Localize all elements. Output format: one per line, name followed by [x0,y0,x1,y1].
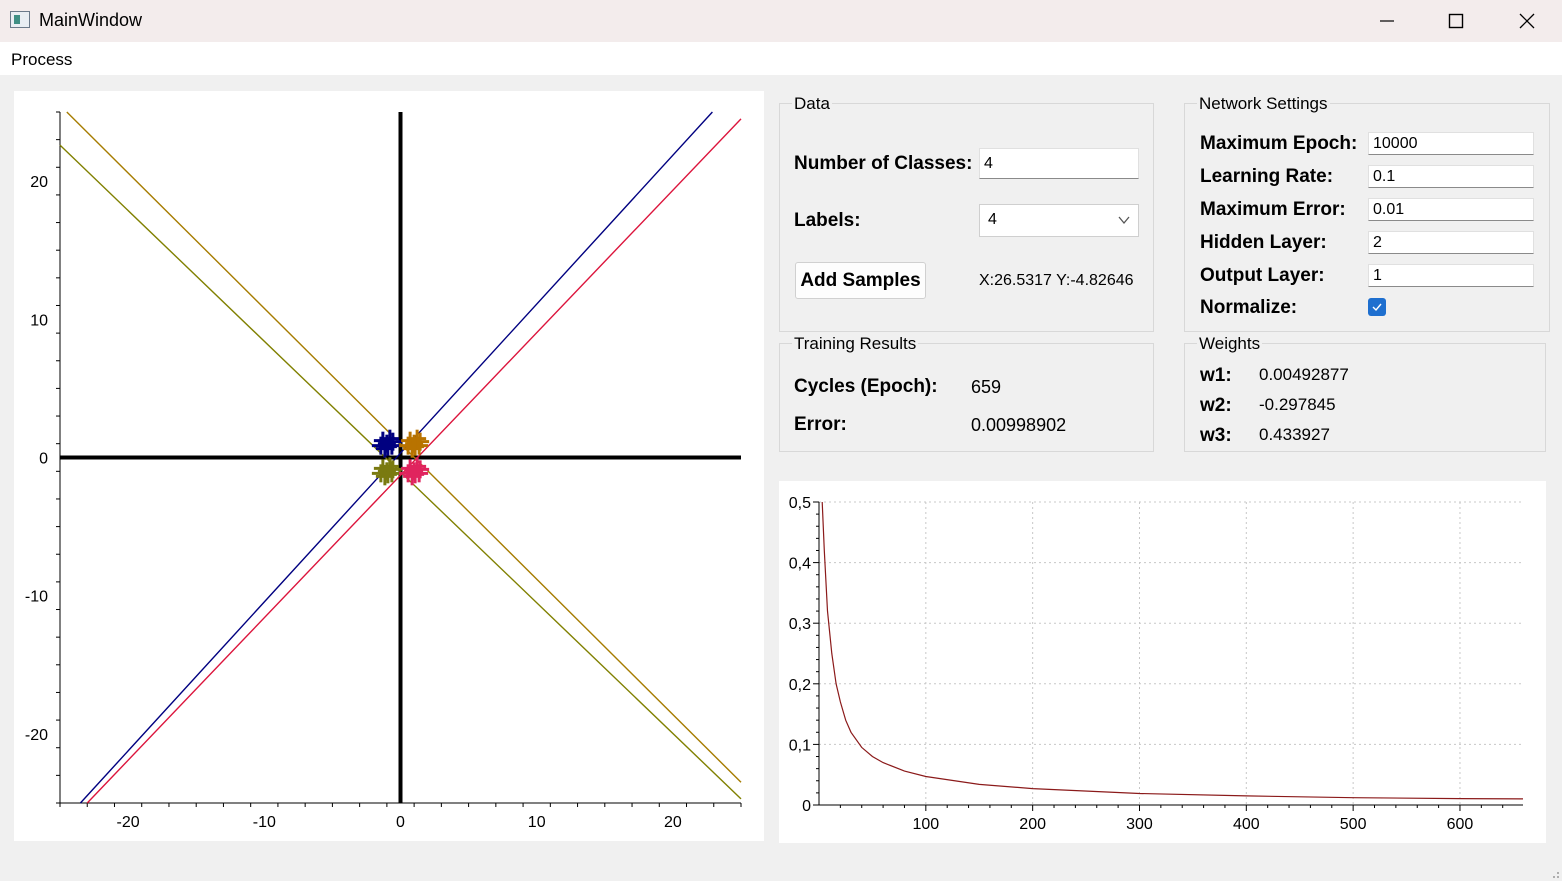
y-tick-label: 0,2 [789,677,811,694]
y-tick-label: 0 [802,798,811,815]
x-tick-label: 100 [912,816,939,833]
scatter-plot[interactable]: 20 10 0 -10 -20 -20 -10 0 10 20 [14,91,764,841]
y-tick-label: 0,1 [789,737,811,754]
y-tick-label: 10 [30,312,48,329]
close-icon [1519,13,1535,29]
data-group-title: Data [792,94,832,114]
max-epoch-input[interactable] [1368,132,1534,155]
learning-rate-label: Learning Rate: [1200,166,1334,187]
max-error-input[interactable] [1368,198,1534,221]
maximize-button[interactable] [1421,0,1491,42]
window-title: MainWindow [39,10,143,30]
num-classes-input[interactable] [979,148,1139,179]
decision-line [86,118,742,804]
output-layer-input[interactable] [1368,264,1534,287]
y-tick-label: 0,3 [789,616,811,633]
max-error-label: Maximum Error: [1200,199,1346,220]
hidden-layer-label: Hidden Layer: [1200,232,1327,253]
checkmark-icon [1372,303,1382,312]
scatter-plot-panel[interactable]: 20 10 0 -10 -20 -20 -10 0 10 20 [14,91,764,841]
output-layer-label: Output Layer: [1200,265,1325,286]
maximize-icon [1448,13,1464,29]
weights-title: Weights [1197,334,1263,354]
learning-rate-input[interactable] [1368,165,1534,188]
normalize-checkbox[interactable] [1368,298,1386,316]
labels-select[interactable]: 4 [979,204,1139,237]
resize-grip-icon[interactable] [1548,867,1560,879]
error-chart-panel: 0 0,1 0,2 0,3 0,4 0,5 100 200 300 400 500 600 [779,481,1546,843]
data-group: Data Number of Classes: Labels: 4 Add Sa… [779,94,1154,332]
error-chart: 0 0,1 0,2 0,3 0,4 0,5 100 200 300 400 500 600 [789,495,1524,833]
minimize-button[interactable] [1352,0,1422,42]
y-tick-label: 0,5 [789,495,811,512]
w1-value: 0.00492877 [1259,365,1349,384]
title-bar: MainWindow [0,0,1562,42]
chevron-down-icon [1118,216,1130,225]
y-tick-label: 0,4 [789,556,811,573]
sample-cluster [371,457,402,486]
x-tick-label: -10 [253,814,276,831]
training-results-group: Training Results Cycles (Epoch): 659 Err… [779,334,1154,452]
labels-select-value: 4 [988,211,997,228]
y-tick-label: -20 [25,727,48,744]
w2-label: w2: [1200,395,1232,416]
x-tick-label: 300 [1126,816,1153,833]
cycles-label: Cycles (Epoch): [794,376,938,397]
w3-label: w3: [1200,425,1232,446]
x-tick-label: 600 [1447,816,1474,833]
max-epoch-label: Maximum Epoch: [1200,133,1358,154]
x-tick-label: 0 [396,814,405,831]
w1-label: w1: [1200,365,1232,386]
close-button[interactable] [1492,0,1562,42]
x-tick-label: 400 [1233,816,1260,833]
error-value: 0.00998902 [971,415,1067,435]
w2-value: -0.297845 [1259,395,1336,414]
x-tick-label: 200 [1019,816,1046,833]
app-icon [10,11,30,28]
w3-value: 0.433927 [1259,425,1330,444]
x-tick-label: -20 [117,814,140,831]
sample-cluster [399,429,430,458]
y-tick-label: -10 [25,589,48,606]
normalize-label: Normalize: [1200,297,1298,318]
minimize-icon [1380,20,1394,22]
training-results-title: Training Results [792,334,919,354]
cycles-value: 659 [971,377,1002,397]
x-tick-label: 20 [664,814,682,831]
menu-bar: Process [0,42,1562,75]
error-label: Error: [794,414,847,435]
sample-cluster [371,429,402,458]
labels-label: Labels: [794,210,861,231]
y-tick-label: 20 [30,174,48,191]
x-tick-label: 10 [528,814,546,831]
y-tick-label: 0 [39,451,48,468]
decision-line [79,111,713,804]
weights-group: Weights w1: 0.00492877 w2: -0.297845 w3:… [1184,334,1546,452]
hidden-layer-input[interactable] [1368,231,1534,254]
sample-cluster [399,457,430,486]
network-settings-title: Network Settings [1197,94,1330,114]
num-classes-label: Number of Classes: [794,153,973,174]
error-curve [821,501,1524,800]
menu-process[interactable]: Process [11,50,73,69]
network-settings-group: Network Settings Maximum Epoch: Learning… [1184,94,1550,332]
coords-readout: X:26.5317 Y:-4.82646 [979,272,1134,289]
add-samples-button[interactable]: Add Samples [795,262,926,299]
x-tick-label: 500 [1340,816,1367,833]
